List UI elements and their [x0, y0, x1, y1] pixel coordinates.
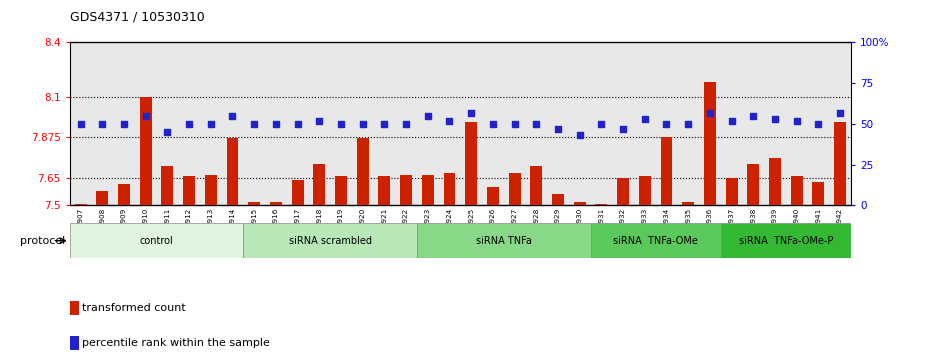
Point — [399, 121, 414, 127]
Point — [790, 118, 804, 124]
Bar — [70, 223, 244, 258]
Point — [139, 113, 153, 119]
Text: siRNA scrambled: siRNA scrambled — [288, 236, 372, 246]
Point — [160, 129, 175, 135]
Text: protocol: protocol — [20, 236, 65, 246]
Point — [616, 126, 631, 132]
Point — [724, 118, 739, 124]
Bar — [683, 202, 694, 205]
Bar — [97, 191, 108, 205]
Bar — [74, 204, 86, 205]
Point — [73, 121, 88, 127]
Point — [334, 121, 349, 127]
Bar — [769, 158, 781, 205]
Bar — [618, 178, 629, 205]
Point — [420, 113, 435, 119]
Point — [442, 118, 457, 124]
Bar — [205, 175, 217, 205]
Bar — [313, 164, 326, 205]
Bar — [790, 176, 803, 205]
Point — [746, 113, 761, 119]
Bar — [660, 137, 672, 205]
Point — [637, 116, 652, 122]
Bar — [379, 176, 391, 205]
Point — [116, 121, 131, 127]
Text: GDS4371 / 10530310: GDS4371 / 10530310 — [70, 11, 205, 24]
Bar — [465, 122, 477, 205]
Bar — [244, 223, 417, 258]
Bar — [552, 194, 564, 205]
Bar — [118, 184, 130, 205]
Bar — [487, 187, 498, 205]
Bar — [227, 138, 238, 205]
Point — [225, 113, 240, 119]
Text: siRNA  TNFa-OMe-P: siRNA TNFa-OMe-P — [738, 236, 833, 246]
Text: siRNA TNFa: siRNA TNFa — [476, 236, 532, 246]
Text: transformed count: transformed count — [82, 303, 186, 313]
Point — [290, 121, 305, 127]
Bar — [357, 138, 368, 205]
Bar — [530, 166, 542, 205]
Bar — [509, 173, 521, 205]
Bar — [813, 182, 824, 205]
Bar — [704, 82, 716, 205]
Point — [811, 121, 826, 127]
Bar — [444, 173, 456, 205]
Bar — [422, 175, 433, 205]
Point — [529, 121, 544, 127]
Text: siRNA  TNFa-OMe: siRNA TNFa-OMe — [613, 236, 698, 246]
Point — [832, 110, 847, 115]
Bar — [140, 97, 152, 205]
Bar — [270, 202, 282, 205]
Bar — [725, 178, 737, 205]
Point — [572, 132, 587, 138]
Bar — [248, 202, 260, 205]
Bar — [162, 166, 173, 205]
Bar — [417, 223, 591, 258]
Point — [659, 121, 674, 127]
Point — [594, 121, 609, 127]
Bar — [292, 180, 303, 205]
Bar — [335, 176, 347, 205]
Text: percentile rank within the sample: percentile rank within the sample — [82, 338, 270, 348]
Point — [377, 121, 392, 127]
Point — [246, 121, 261, 127]
Bar — [595, 204, 607, 205]
Point — [551, 126, 565, 132]
Point — [702, 110, 717, 115]
Point — [464, 110, 479, 115]
Point — [355, 121, 370, 127]
Point — [181, 121, 196, 127]
Bar — [748, 164, 759, 205]
Bar — [721, 223, 851, 258]
Point — [681, 121, 696, 127]
Bar — [834, 122, 846, 205]
Point — [95, 121, 110, 127]
Text: control: control — [140, 236, 173, 246]
Bar — [591, 223, 721, 258]
Bar — [574, 202, 586, 205]
Point — [485, 121, 500, 127]
Point — [767, 116, 782, 122]
Bar — [400, 175, 412, 205]
Point — [269, 121, 284, 127]
Point — [204, 121, 219, 127]
Point — [507, 121, 522, 127]
Bar — [183, 176, 195, 205]
Point — [312, 118, 326, 124]
Bar — [639, 176, 651, 205]
